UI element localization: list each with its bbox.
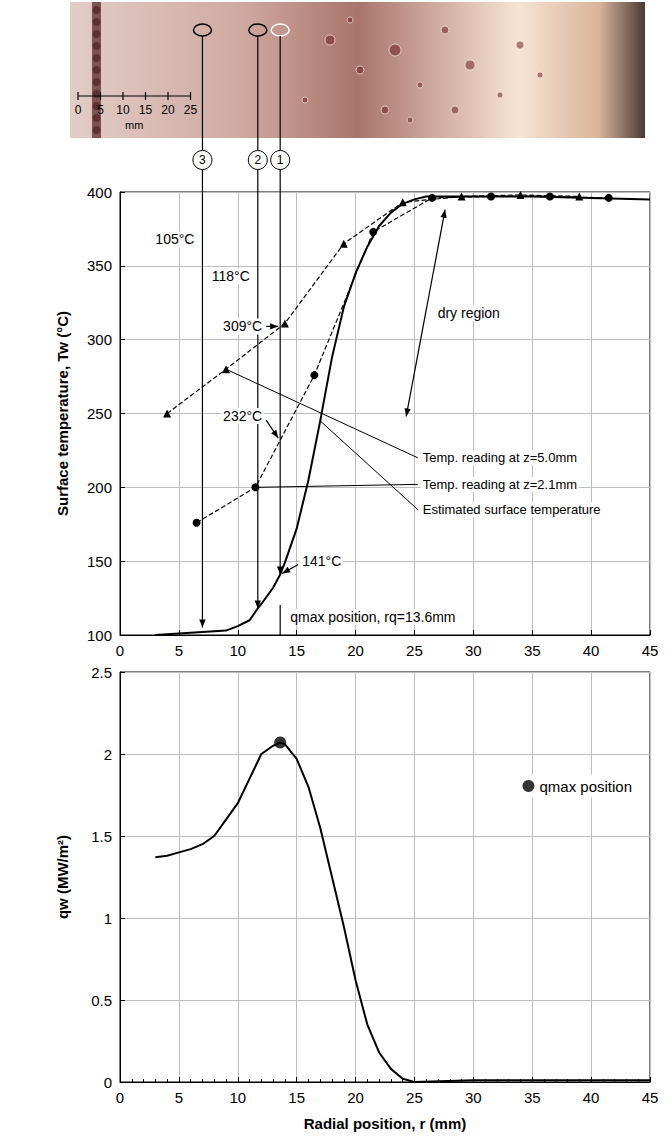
svg-text:118°C: 118°C xyxy=(212,268,250,284)
svg-text:232°C: 232°C xyxy=(223,408,262,424)
svg-text:1.5: 1.5 xyxy=(91,828,112,845)
svg-text:300: 300 xyxy=(87,331,112,348)
svg-text:30: 30 xyxy=(465,642,482,659)
svg-text:2: 2 xyxy=(104,746,112,763)
svg-text:Radial position, r (mm): Radial position, r (mm) xyxy=(304,1115,467,1132)
svg-text:40: 40 xyxy=(583,1089,600,1106)
svg-text:0: 0 xyxy=(75,103,82,117)
svg-text:qmax position: qmax position xyxy=(539,778,632,795)
svg-text:2.5: 2.5 xyxy=(91,664,112,681)
svg-text:100: 100 xyxy=(87,627,112,644)
svg-text:qw (MW/m²): qw (MW/m²) xyxy=(54,835,71,919)
svg-text:309°C: 309°C xyxy=(223,318,262,334)
svg-text:5: 5 xyxy=(175,1089,183,1106)
svg-text:400: 400 xyxy=(87,184,112,201)
svg-text:Estimated surface temperature: Estimated surface temperature xyxy=(423,502,601,517)
svg-text:35: 35 xyxy=(524,642,541,659)
svg-text:Surface temperature, Tw (°C): Surface temperature, Tw (°C) xyxy=(54,311,71,516)
svg-text:45: 45 xyxy=(642,1089,659,1106)
svg-text:45: 45 xyxy=(642,642,659,659)
svg-text:1: 1 xyxy=(104,910,112,927)
svg-text:0: 0 xyxy=(104,1074,112,1091)
svg-text:10: 10 xyxy=(229,1089,246,1106)
svg-text:25: 25 xyxy=(184,103,198,117)
svg-text:0: 0 xyxy=(116,1089,124,1106)
svg-text:30: 30 xyxy=(465,1089,482,1106)
svg-text:10: 10 xyxy=(229,642,246,659)
svg-text:20: 20 xyxy=(347,642,364,659)
svg-text:0.5: 0.5 xyxy=(91,992,112,1009)
svg-text:0: 0 xyxy=(116,642,124,659)
svg-text:15: 15 xyxy=(288,1089,305,1106)
svg-text:105°C: 105°C xyxy=(155,231,194,247)
svg-text:qmax position, rq=13.6mm: qmax position, rq=13.6mm xyxy=(290,609,455,625)
svg-text:20: 20 xyxy=(161,103,175,117)
svg-text:141°C: 141°C xyxy=(302,553,341,569)
svg-text:250: 250 xyxy=(87,405,112,422)
svg-text:5: 5 xyxy=(97,103,104,117)
svg-text:40: 40 xyxy=(583,642,600,659)
svg-text:150: 150 xyxy=(87,553,112,570)
svg-text:Temp. reading at z=5.0mm: Temp. reading at z=5.0mm xyxy=(423,450,577,465)
svg-text:20: 20 xyxy=(347,1089,364,1106)
svg-text:35: 35 xyxy=(524,1089,541,1106)
svg-text:25: 25 xyxy=(406,1089,423,1106)
svg-text:15: 15 xyxy=(288,642,305,659)
svg-text:dry region: dry region xyxy=(438,305,500,321)
svg-text:3: 3 xyxy=(199,153,206,167)
svg-text:10: 10 xyxy=(116,103,130,117)
svg-text:350: 350 xyxy=(87,257,112,274)
svg-text:Temp. reading at z=2.1mm: Temp. reading at z=2.1mm xyxy=(423,477,577,492)
svg-text:5: 5 xyxy=(175,642,183,659)
svg-text:1: 1 xyxy=(277,153,284,167)
svg-text:2: 2 xyxy=(254,153,261,167)
svg-text:mm: mm xyxy=(125,119,143,131)
svg-text:200: 200 xyxy=(87,479,112,496)
svg-text:15: 15 xyxy=(139,103,153,117)
svg-text:25: 25 xyxy=(406,642,423,659)
